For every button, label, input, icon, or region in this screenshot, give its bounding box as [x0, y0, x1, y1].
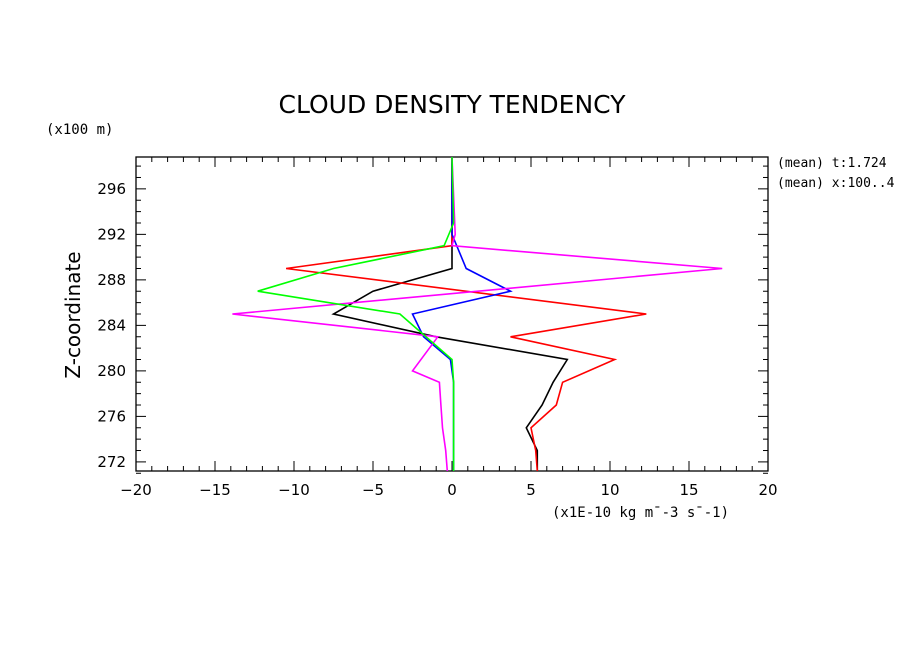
y-tick-label: 296 — [97, 180, 126, 198]
x-tick-label: 10 — [600, 481, 619, 499]
x-tick-label: −15 — [199, 481, 231, 499]
series-line-1 — [331, 157, 569, 471]
y-tick-label: 284 — [97, 316, 126, 334]
y-axis-label: Z-coordinate — [61, 251, 85, 378]
x-tick-label: 15 — [679, 481, 698, 499]
x-tick-label: 20 — [758, 481, 777, 499]
x-tick-label: −10 — [278, 481, 310, 499]
y-tick-label: 288 — [97, 271, 126, 289]
y-tick-label: 292 — [97, 225, 126, 243]
series-line-3 — [411, 157, 513, 471]
y-tick-label: 272 — [97, 453, 126, 471]
y-axis-unit: (x100 m) — [46, 122, 113, 138]
series-layer — [232, 156, 723, 472]
series-line-5 — [257, 156, 455, 471]
annotation-x-mean: (mean) x:100..4 — [777, 176, 895, 191]
annotation-time-mean: (mean) t:1.724 — [777, 156, 887, 171]
y-tick-label: 276 — [97, 407, 126, 425]
y-tick-label: 280 — [97, 362, 126, 380]
x-axis-ticks: −20 −15 −10 −5 0 5 10 15 20 — [120, 157, 778, 499]
x-tick-label: −5 — [362, 481, 384, 499]
x-axis-unit: (x1E-10 kg m¯-3 s¯-1) — [552, 505, 729, 521]
series-line-4 — [232, 156, 723, 472]
x-tick-label: −20 — [120, 481, 152, 499]
x-tick-label: 5 — [526, 481, 536, 499]
chart-title: CLOUD DENSITY TENDENCY — [279, 90, 627, 119]
x-tick-label: 0 — [447, 481, 457, 499]
y-axis-ticks: 272 276 280 284 288 292 296 — [97, 165, 768, 474]
series-line-2 — [285, 157, 647, 472]
